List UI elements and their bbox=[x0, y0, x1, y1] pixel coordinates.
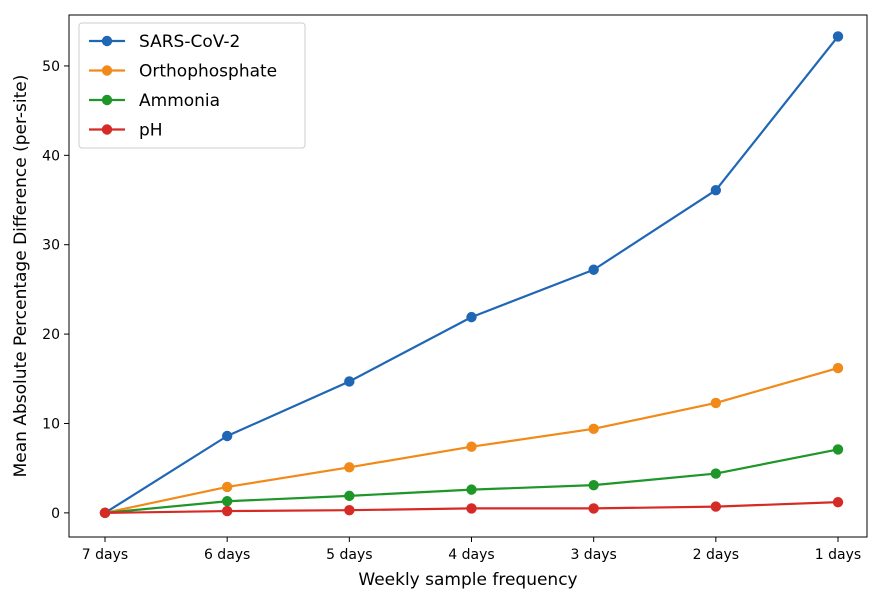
data-point bbox=[588, 423, 599, 435]
data-point bbox=[221, 496, 233, 507]
x-tick-label: 3 days bbox=[570, 547, 616, 563]
data-point bbox=[221, 430, 233, 442]
legend-label: pH bbox=[139, 121, 163, 141]
legend-item: Orthophosphate bbox=[89, 62, 277, 82]
data-point bbox=[221, 505, 233, 517]
y-axis: 0 10 20 30 40 50 bbox=[42, 59, 69, 522]
data-point bbox=[466, 441, 477, 452]
x-tick-label: 4 days bbox=[448, 547, 494, 563]
data-point bbox=[344, 376, 355, 387]
x-tick-label: 2 days bbox=[693, 547, 739, 563]
series-layer bbox=[99, 31, 844, 519]
legend-item: SARS-CoV-2 bbox=[89, 32, 240, 52]
legend-marker bbox=[101, 65, 113, 76]
plot-frame bbox=[68, 14, 868, 538]
y-tick-label: 50 bbox=[42, 59, 60, 75]
y-tick-label: 0 bbox=[51, 506, 60, 522]
x-tick-label: 6 days bbox=[204, 547, 250, 563]
x-tick-label: 7 days bbox=[82, 547, 128, 563]
legend-label: Ammonia bbox=[139, 91, 220, 111]
legend-item: Ammonia bbox=[89, 91, 220, 111]
x-axis: 7 days 6 days 5 days 4 days 3 days 2 days 1 da… bbox=[82, 537, 861, 563]
data-point bbox=[99, 507, 111, 519]
legend-marker bbox=[101, 35, 113, 47]
x-tick-label: 1 days bbox=[815, 547, 861, 563]
data-point bbox=[832, 362, 844, 374]
data-point bbox=[588, 479, 599, 491]
legend-label: Orthophosphate bbox=[139, 62, 277, 82]
data-point bbox=[466, 484, 477, 495]
legend: SARS-CoV-2 Orthophosphate Ammonia pH bbox=[78, 22, 306, 149]
data-point bbox=[710, 397, 722, 409]
data-point bbox=[344, 490, 355, 502]
y-axis-label: Mean Absolute Percentage Difference (per… bbox=[11, 75, 31, 478]
y-tick-label: 20 bbox=[42, 327, 60, 343]
data-point bbox=[832, 496, 844, 508]
data-point bbox=[588, 264, 599, 275]
y-tick-label: 10 bbox=[42, 416, 60, 432]
data-point bbox=[344, 504, 355, 516]
y-tick-label: 30 bbox=[42, 238, 60, 254]
data-point bbox=[221, 481, 233, 493]
data-point bbox=[710, 468, 722, 479]
data-point bbox=[588, 503, 599, 514]
legend-label: SARS-CoV-2 bbox=[139, 32, 240, 52]
legend-box bbox=[78, 22, 306, 149]
x-tick-label: 5 days bbox=[326, 547, 372, 563]
data-point bbox=[466, 503, 477, 514]
x-axis-label: Weekly sample frequency bbox=[358, 570, 577, 589]
data-point bbox=[344, 462, 355, 473]
legend-marker bbox=[101, 124, 113, 135]
plot-area bbox=[68, 14, 868, 538]
data-point bbox=[832, 444, 844, 455]
data-point bbox=[710, 184, 722, 196]
legend-item: pH bbox=[89, 121, 163, 141]
data-point bbox=[710, 501, 722, 512]
series-ph bbox=[99, 496, 844, 519]
data-point bbox=[832, 31, 844, 42]
legend-marker bbox=[101, 94, 113, 106]
data-point bbox=[466, 311, 477, 323]
y-tick-label: 40 bbox=[42, 148, 60, 164]
